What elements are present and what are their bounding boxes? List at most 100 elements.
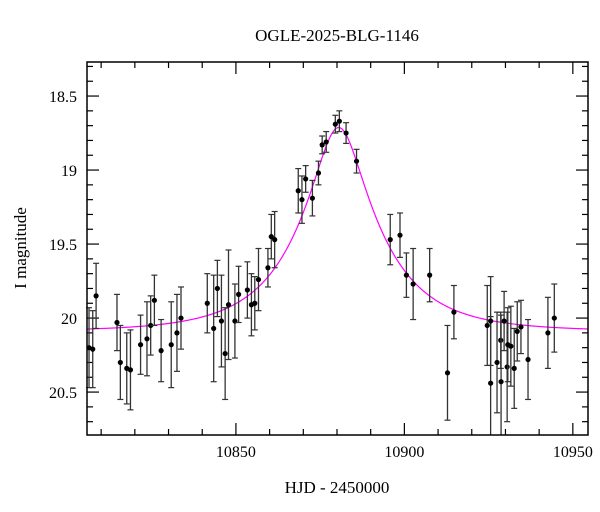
data-point [507, 305, 514, 387]
data-marker [514, 328, 520, 334]
data-point [302, 165, 309, 193]
data-point [484, 284, 491, 367]
data-marker [511, 365, 517, 371]
data-marker [168, 342, 174, 348]
data-point [353, 148, 360, 174]
data-marker [252, 300, 258, 306]
data-marker [403, 272, 410, 278]
data-point [225, 249, 232, 361]
data-point [511, 327, 518, 409]
data-point [235, 265, 242, 324]
data-point [264, 247, 271, 288]
data-point [210, 274, 217, 383]
axis-ticks: 10850 10900 10950 18.5 19 19.5 20 20.5 [49, 62, 593, 461]
data-marker [397, 232, 403, 238]
data-point [450, 284, 457, 340]
data-point [214, 259, 221, 318]
data-marker [508, 343, 514, 349]
data-point [137, 314, 144, 375]
y-tick-label: 20.5 [49, 385, 77, 402]
data-marker [343, 130, 349, 136]
data-marker [494, 359, 500, 366]
chart-title: OGLE-2025-BLG-1146 [255, 26, 419, 45]
data-point [551, 283, 558, 353]
data-point [336, 110, 343, 133]
data-marker [545, 330, 551, 336]
data-point [396, 212, 403, 258]
data-marker [144, 336, 150, 342]
data-point [498, 314, 505, 435]
y-axis-label: I magnitude [11, 207, 30, 289]
data-marker [525, 356, 531, 363]
data-marker [222, 350, 228, 357]
data-point [501, 290, 508, 352]
data-point [147, 295, 154, 356]
data-point [89, 310, 96, 389]
data-marker [117, 359, 123, 366]
data-marker [114, 319, 120, 326]
data-marker [174, 330, 180, 336]
data-point [151, 274, 158, 327]
data-point [173, 293, 180, 372]
data-marker [309, 195, 315, 201]
data-marker [303, 176, 309, 182]
data-marker [315, 170, 322, 176]
data-marker [488, 318, 494, 324]
y-tick-label: 19.5 [49, 237, 77, 254]
data-marker [204, 300, 210, 306]
x-tick-label: 10900 [384, 444, 424, 461]
data-point [525, 318, 532, 401]
data-marker [551, 315, 557, 321]
data-point [93, 262, 100, 330]
data-point [255, 247, 262, 312]
data-point [168, 301, 175, 389]
data-point [426, 247, 433, 303]
data-marker [299, 197, 305, 203]
model-curve [86, 126, 589, 330]
data-point [244, 261, 251, 319]
data-point [517, 299, 524, 355]
data-point [222, 307, 229, 401]
data-point [117, 324, 124, 401]
data-point [444, 324, 451, 421]
data-marker [323, 139, 329, 145]
data-marker [387, 237, 393, 243]
data-point [251, 276, 258, 331]
data-marker [90, 346, 96, 352]
data-marker [427, 272, 433, 278]
data-marker [214, 285, 220, 292]
data-marker [319, 142, 325, 148]
data-marker [504, 364, 510, 370]
data-marker [148, 322, 154, 329]
data-point [218, 274, 225, 368]
data-marker [336, 118, 342, 124]
data-marker [268, 234, 274, 240]
data-point [295, 167, 302, 214]
data-point [113, 293, 120, 352]
data-marker [158, 348, 164, 354]
data-marker [151, 297, 157, 303]
data-marker [410, 281, 416, 287]
data-point [387, 213, 394, 266]
data-point [309, 179, 316, 217]
data-marker [178, 315, 184, 321]
data-marker [444, 370, 451, 376]
data-marker [451, 309, 457, 315]
data-point [343, 122, 350, 145]
data-marker [295, 188, 301, 194]
data-marker [137, 342, 144, 348]
x-tick-label: 10850 [216, 444, 256, 461]
model-curve-group [86, 126, 589, 330]
data-marker [332, 121, 338, 127]
y-tick-label: 18.5 [49, 89, 77, 106]
data-point [271, 210, 278, 269]
data-marker [484, 322, 490, 329]
data-point [504, 311, 511, 423]
data-point [514, 301, 521, 362]
data-point [323, 130, 330, 153]
data-point [178, 286, 185, 350]
data-marker [244, 287, 250, 293]
data-point [403, 252, 410, 298]
data-marker [518, 324, 524, 330]
